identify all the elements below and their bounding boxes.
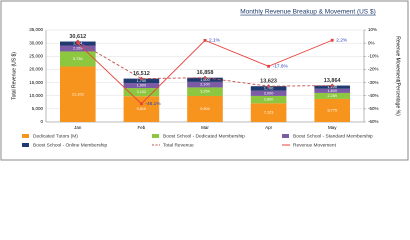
bar-segment [59,45,96,52]
line-value-label: -46.1% [145,101,161,107]
line-value-label: 2.2% [336,38,348,44]
y-tick-label: 0 [40,119,43,124]
chart: Monthly Revenue Breakup & Movement (US $… [0,0,409,161]
bar-segment [187,81,223,88]
bar-segment [250,95,287,104]
line-marker [203,38,207,42]
line-value-label: 16,512 [133,71,150,77]
line-value-label: 13,623 [260,79,277,85]
bar-segment [250,103,287,122]
legend-swatch [22,134,29,138]
line-marker [330,38,334,42]
bar-value-label: 2,289 [327,94,337,98]
line-value-label: 2.1% [209,38,221,44]
y-tick-label: 15,000 [29,80,43,85]
bar-segment [59,66,96,122]
line-marker [266,84,271,89]
bar-segment [123,83,160,89]
bar-value-label: 21,103 [72,92,84,96]
bar-value-label: 8,775 [327,108,337,112]
y2-tick-label: -60% [368,119,379,124]
bar-value-label: 2,100 [200,83,210,87]
y-tick-label: 25,000 [29,53,43,58]
y2-tick-label: -30% [368,80,379,85]
bar-segment [123,88,160,97]
bar-segment [314,92,351,99]
legend-swatch [152,134,159,138]
bar-value-label: 1,700 [137,79,147,83]
bar-value-label: 1,900 [137,84,147,88]
bar-segment [250,86,287,91]
legend-label: Boost School - Standard Membership [293,133,373,139]
line-marker [330,83,335,88]
y2-tick-label: -40% [368,93,379,98]
bar-value-label: 1,600 [327,89,337,93]
x-tick-label: Mar [201,125,209,130]
line-value-label: 13,864 [324,78,342,84]
x-tick-label: Feb [138,125,146,130]
line-marker [139,76,144,81]
bar-value-label: 2,800 [264,98,274,102]
bar-value-label: 7,123 [264,111,274,115]
line-value-label: 0% [82,40,90,46]
line-value-label: 16,858 [197,70,214,76]
bar-value-label: 5,736 [73,57,83,61]
bar-segment [187,87,223,96]
legend-label: Total Revenue [163,142,194,148]
bar-value-label: 2,269 [73,46,83,50]
bar-segment [59,51,96,67]
chart-title: Monthly Revenue Breakup & Movement (US $… [240,9,375,16]
bar-segment [250,90,287,96]
y-tick-label: 20,000 [29,67,43,72]
bar-value-label: 9,810 [137,107,147,111]
bar-value-label: 3,254 [200,90,210,94]
bar-segment [187,77,223,82]
y2-tick-label: -50% [368,106,379,111]
line-marker [267,64,270,68]
bar-segment [123,96,160,122]
y2-tick-label: -10% [368,53,379,58]
y2-axis-label: Revenue Movement(Percentage %) [395,36,401,116]
y-tick-label: 30,000 [29,40,43,45]
line-marker [76,41,80,45]
x-tick-label: Jan [74,125,82,130]
legend-label: Dedicated Tutors (M) [33,133,78,139]
line-marker [203,75,207,80]
x-tick-label: May [328,125,337,130]
bar-value-label: 3,102 [137,90,147,94]
bar-segment [187,95,223,122]
bar-segment [314,98,351,122]
bar-segment [314,88,351,93]
bar-value-label: 1,700 [264,86,274,90]
bar-value-label: 1,600 [200,78,210,82]
bar-value-label: 2,000 [264,91,274,95]
line-value-label: 30,612 [69,34,86,40]
legend-label: Revenue Movement [293,142,337,148]
y-axis-label: Total Revenue (US $) [11,52,17,100]
x-tick-label: Apr [265,125,273,130]
legend-label: Boost School - Dedicated Membership [163,133,245,139]
bar-segment [123,78,160,84]
y2-tick-label: 10% [368,27,377,32]
y-tick-label: 10,000 [29,93,43,98]
y2-tick-label: 0% [368,40,375,45]
legend-swatch [282,134,289,138]
y2-tick-label: -20% [368,67,379,72]
legend-swatch [22,143,29,147]
y-tick-label: 35,000 [29,27,43,32]
y-tick-label: 5,000 [32,106,44,111]
line-value-label: -17.6% [273,64,289,70]
legend-label: Boost School - Online Membership [33,142,107,148]
bar-value-label: 9,904 [200,107,210,111]
line-marker [140,102,143,106]
